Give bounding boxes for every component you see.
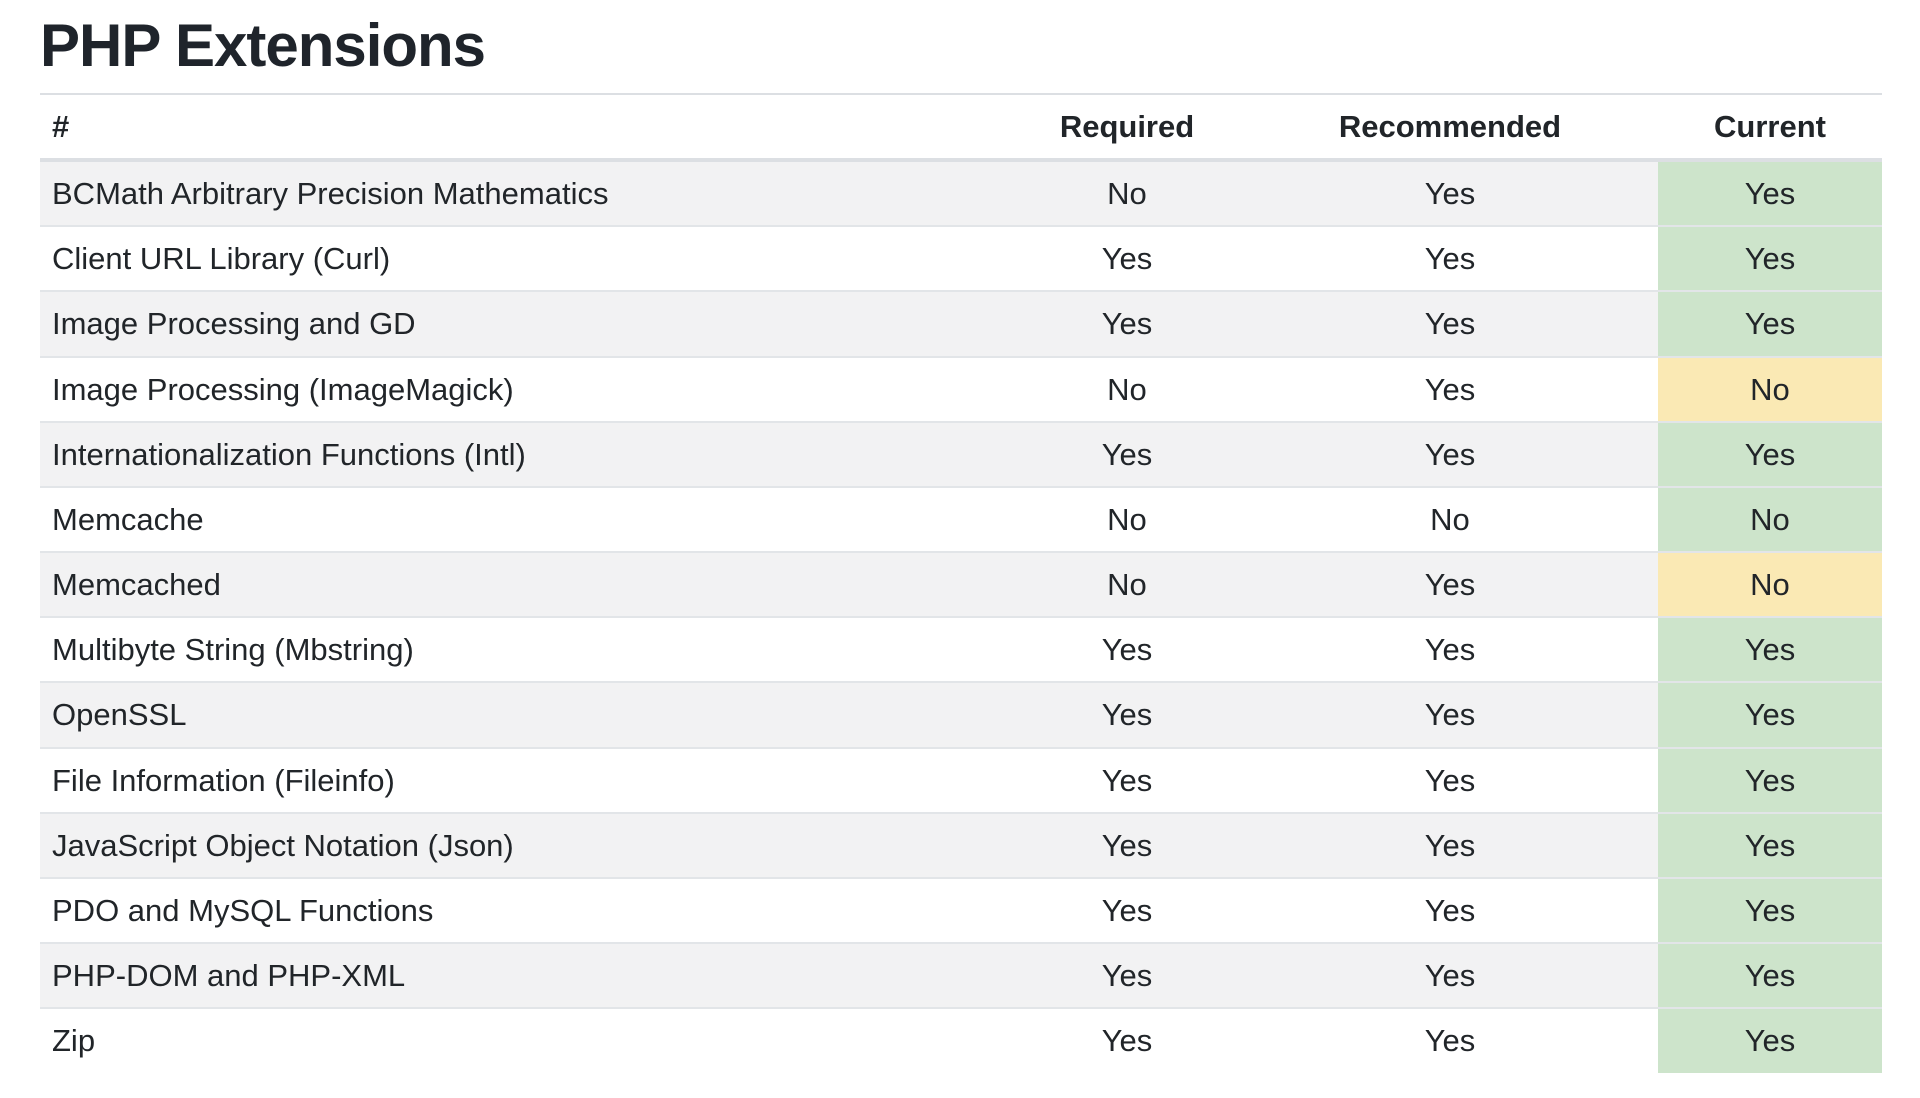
table-row: JavaScript Object Notation (Json) Yes Yes Y… <box>40 811 1882 879</box>
table-row: Internationalization Functions (Intl) Yes… <box>40 420 1882 487</box>
cell-required: Yes <box>1012 681 1242 748</box>
cell-current-status: Yes <box>1658 225 1882 292</box>
cell-name: JavaScript Object Notation (Json) <box>40 811 1012 879</box>
cell-name: PDO and MySQL Functions <box>40 877 1012 944</box>
cell-current-status: No <box>1658 355 1882 422</box>
cell-required: No <box>1012 355 1242 422</box>
cell-name: File Information (Fileinfo) <box>40 746 1012 813</box>
cell-required: Yes <box>1012 1007 1242 1073</box>
table-row: BCMath Arbitrary Precision Mathematics No… <box>40 159 1882 227</box>
cell-required: Yes <box>1012 616 1242 683</box>
page: PHP Extensions # Required Recommended Curre… <box>40 12 1882 1073</box>
cell-name: OpenSSL <box>40 681 1012 748</box>
cell-name: Multibyte String (Mbstring) <box>40 616 1012 683</box>
cell-recommended: Yes <box>1242 616 1658 683</box>
cell-name: Internationalization Functions (Intl) <box>40 420 1012 487</box>
cell-recommended: Yes <box>1424 175 1476 211</box>
cell-required: Yes <box>1012 225 1242 292</box>
cell-current-status: Yes <box>1658 159 1882 227</box>
cell-current-status: Yes <box>1658 420 1882 487</box>
cell-name: Memcache <box>40 485 1012 553</box>
table-row: OpenSSL Yes Yes Yes <box>40 681 1882 748</box>
table-row: Image Processing (ImageMagick) No Yes No <box>40 355 1882 422</box>
cell-current-status: Yes <box>1658 681 1882 748</box>
cell-required: Yes <box>1012 290 1242 357</box>
cell-current-status: Yes <box>1658 811 1882 879</box>
cell-name: BCMath Arbitrary Precision Mathematics <box>52 175 609 211</box>
table-header: # Required Recommended Current <box>40 92 1882 162</box>
cell-required: No <box>1107 175 1147 211</box>
cell-recommended: Yes <box>1242 811 1658 879</box>
column-header-name: # <box>40 92 1012 162</box>
table-row: Image Processing and GD Yes Yes Yes <box>40 290 1882 357</box>
cell-required: Yes <box>1012 811 1242 879</box>
cell-recommended: Yes <box>1242 681 1658 748</box>
table-row: Memcache No No No <box>40 485 1882 553</box>
cell-current-status: Yes <box>1658 877 1882 944</box>
cell-required: No <box>1012 485 1242 553</box>
column-header-required: Required <box>1012 92 1242 162</box>
cell-recommended: No <box>1242 485 1658 553</box>
cell-recommended: Yes <box>1242 1007 1658 1073</box>
cell-recommended: Yes <box>1242 746 1658 813</box>
cell-recommended: Yes <box>1242 877 1658 944</box>
cell-recommended: Yes <box>1242 420 1658 487</box>
cell-name: Image Processing and GD <box>40 290 1012 357</box>
cell-required: No <box>1012 551 1242 618</box>
cell-name: Image Processing (ImageMagick) <box>40 355 1012 422</box>
table-body: BCMath Arbitrary Precision Mathematics No… <box>40 159 1882 1073</box>
cell-name: PHP-DOM and PHP-XML <box>40 942 1012 1009</box>
column-header-current: Current <box>1658 92 1882 162</box>
table-row: File Information (Fileinfo) Yes Yes Yes <box>40 746 1882 813</box>
cell-required: Yes <box>1012 877 1242 944</box>
table-header-row: # Required Recommended Current <box>40 92 1882 162</box>
cell-current-status: Yes <box>1658 1007 1882 1073</box>
page-title: PHP Extensions <box>40 12 486 79</box>
cell-name: Client URL Library (Curl) <box>40 225 1012 292</box>
table-row: Client URL Library (Curl) Yes Yes Yes <box>40 225 1882 292</box>
cell-current-status: Yes <box>1658 942 1882 1009</box>
cell-current-status: Yes <box>1658 616 1882 683</box>
cell-name: Memcached <box>40 551 1012 618</box>
cell-required: Yes <box>1012 420 1242 487</box>
cell-name: Zip <box>40 1007 1012 1073</box>
cell-current-status: Yes <box>1658 290 1882 357</box>
table-row: PDO and MySQL Functions Yes Yes Yes <box>40 877 1882 944</box>
column-header-recommended: Recommended <box>1242 92 1658 162</box>
cell-current-status: No <box>1658 485 1882 553</box>
cell-recommended: Yes <box>1242 290 1658 357</box>
table-row: Zip Yes Yes Yes <box>40 1007 1882 1073</box>
cell-recommended: Yes <box>1242 551 1658 618</box>
table-row: Multibyte String (Mbstring) Yes Yes Yes <box>40 616 1882 683</box>
cell-required: Yes <box>1012 942 1242 1009</box>
cell-recommended: Yes <box>1242 225 1658 292</box>
cell-recommended: Yes <box>1242 355 1658 422</box>
cell-required: Yes <box>1012 746 1242 813</box>
table-row: Memcached No Yes No <box>40 551 1882 618</box>
php-extensions-table: # Required Recommended Current BCMath Arbit… <box>40 92 1882 1073</box>
table-row: PHP-DOM and PHP-XML Yes Yes Yes <box>40 942 1882 1009</box>
cell-current-status: No <box>1658 551 1882 618</box>
cell-current-status: Yes <box>1658 746 1882 813</box>
cell-recommended: Yes <box>1242 942 1658 1009</box>
